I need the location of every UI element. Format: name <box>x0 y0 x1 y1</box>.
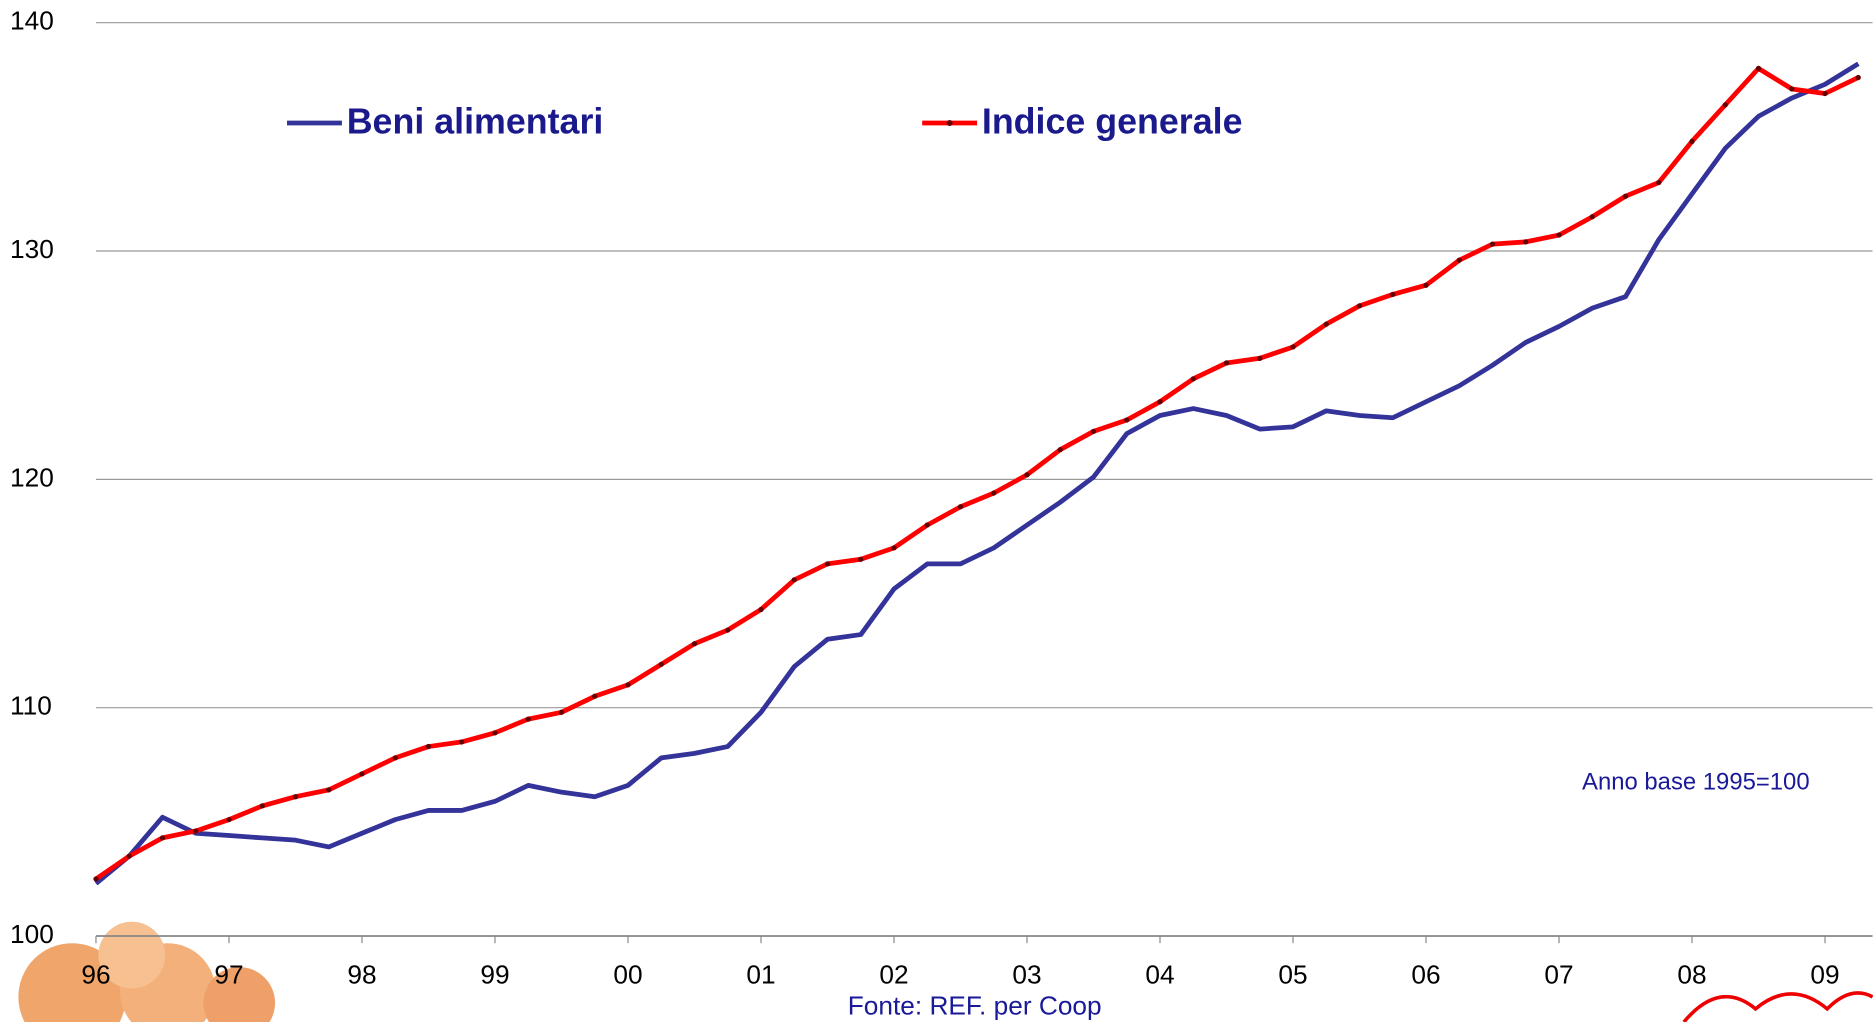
point <box>559 710 564 715</box>
x-tick-label: 07 <box>1544 960 1573 990</box>
y-tick-label: 100 <box>10 919 54 949</box>
annotation: Anno base 1995=100 <box>1582 769 1810 796</box>
point <box>1756 66 1761 71</box>
x-tick-label: 01 <box>746 960 775 990</box>
point <box>127 853 132 858</box>
point <box>1490 242 1495 247</box>
point <box>359 771 364 776</box>
point <box>1723 102 1728 107</box>
page: {"chart_data": {"type": "line", "categor… <box>0 0 1873 1022</box>
point <box>958 504 963 509</box>
point <box>260 803 265 808</box>
point <box>1024 472 1029 477</box>
point <box>1590 214 1595 219</box>
x-tick-label: 05 <box>1278 960 1307 990</box>
point <box>526 716 531 721</box>
series-line <box>96 64 1858 884</box>
x-tick-label: 97 <box>214 960 243 990</box>
point <box>1390 292 1395 297</box>
point <box>792 577 797 582</box>
point <box>758 607 763 612</box>
series-line <box>96 68 1858 879</box>
point <box>1689 139 1694 144</box>
x-tick-label: 06 <box>1411 960 1440 990</box>
x-tick-label: 08 <box>1677 960 1706 990</box>
point <box>226 817 231 822</box>
legend-marker <box>947 120 953 126</box>
source: Fonte: REF. per Coop <box>848 991 1102 1021</box>
point <box>825 561 830 566</box>
point <box>1623 194 1628 199</box>
point <box>858 557 863 562</box>
point <box>1423 283 1428 288</box>
x-tick-label: 96 <box>81 960 110 990</box>
legend-label: Beni alimentari <box>347 102 604 142</box>
y-tick-label: 130 <box>10 234 54 264</box>
point <box>1324 321 1329 326</box>
point <box>991 490 996 495</box>
point <box>925 522 930 527</box>
point <box>725 627 730 632</box>
point <box>1191 376 1196 381</box>
point <box>93 876 98 881</box>
x-tick-label: 98 <box>347 960 376 990</box>
y-tick-label: 120 <box>10 462 54 492</box>
point <box>692 641 697 646</box>
x-tick-label: 00 <box>613 960 642 990</box>
point <box>625 682 630 687</box>
point <box>492 730 497 735</box>
x-tick-label: 09 <box>1810 960 1839 990</box>
legend-label: Indice generale <box>982 102 1243 142</box>
y-tick-label: 110 <box>10 691 52 721</box>
point <box>193 828 198 833</box>
point <box>1556 232 1561 237</box>
point <box>1822 91 1827 96</box>
point <box>1058 447 1063 452</box>
point <box>393 755 398 760</box>
x-tick-label: 03 <box>1012 960 1041 990</box>
point <box>1257 356 1262 361</box>
logo-decoration <box>1684 993 1873 1022</box>
point <box>1523 239 1528 244</box>
point <box>160 835 165 840</box>
point <box>1224 360 1229 365</box>
chart: Anno base 1995=100 Fonte: REF. per Coop … <box>0 0 1873 1022</box>
point <box>1789 86 1794 91</box>
point <box>293 794 298 799</box>
x-tick-label: 99 <box>480 960 509 990</box>
point <box>891 545 896 550</box>
point <box>459 739 464 744</box>
point <box>426 744 431 749</box>
point <box>659 662 664 667</box>
point <box>1290 344 1295 349</box>
x-tick-label: 02 <box>879 960 908 990</box>
x-tick-label: 04 <box>1145 960 1174 990</box>
point <box>1357 303 1362 308</box>
point <box>1656 180 1661 185</box>
point <box>1091 429 1096 434</box>
point <box>1856 75 1861 80</box>
point <box>1457 258 1462 263</box>
point <box>326 787 331 792</box>
point <box>1157 399 1162 404</box>
y-tick-label: 140 <box>10 6 54 36</box>
body: Anno base 1995=100 Fonte: REF. per Coop … <box>0 0 1873 1022</box>
point <box>1124 417 1129 422</box>
point <box>592 694 597 699</box>
